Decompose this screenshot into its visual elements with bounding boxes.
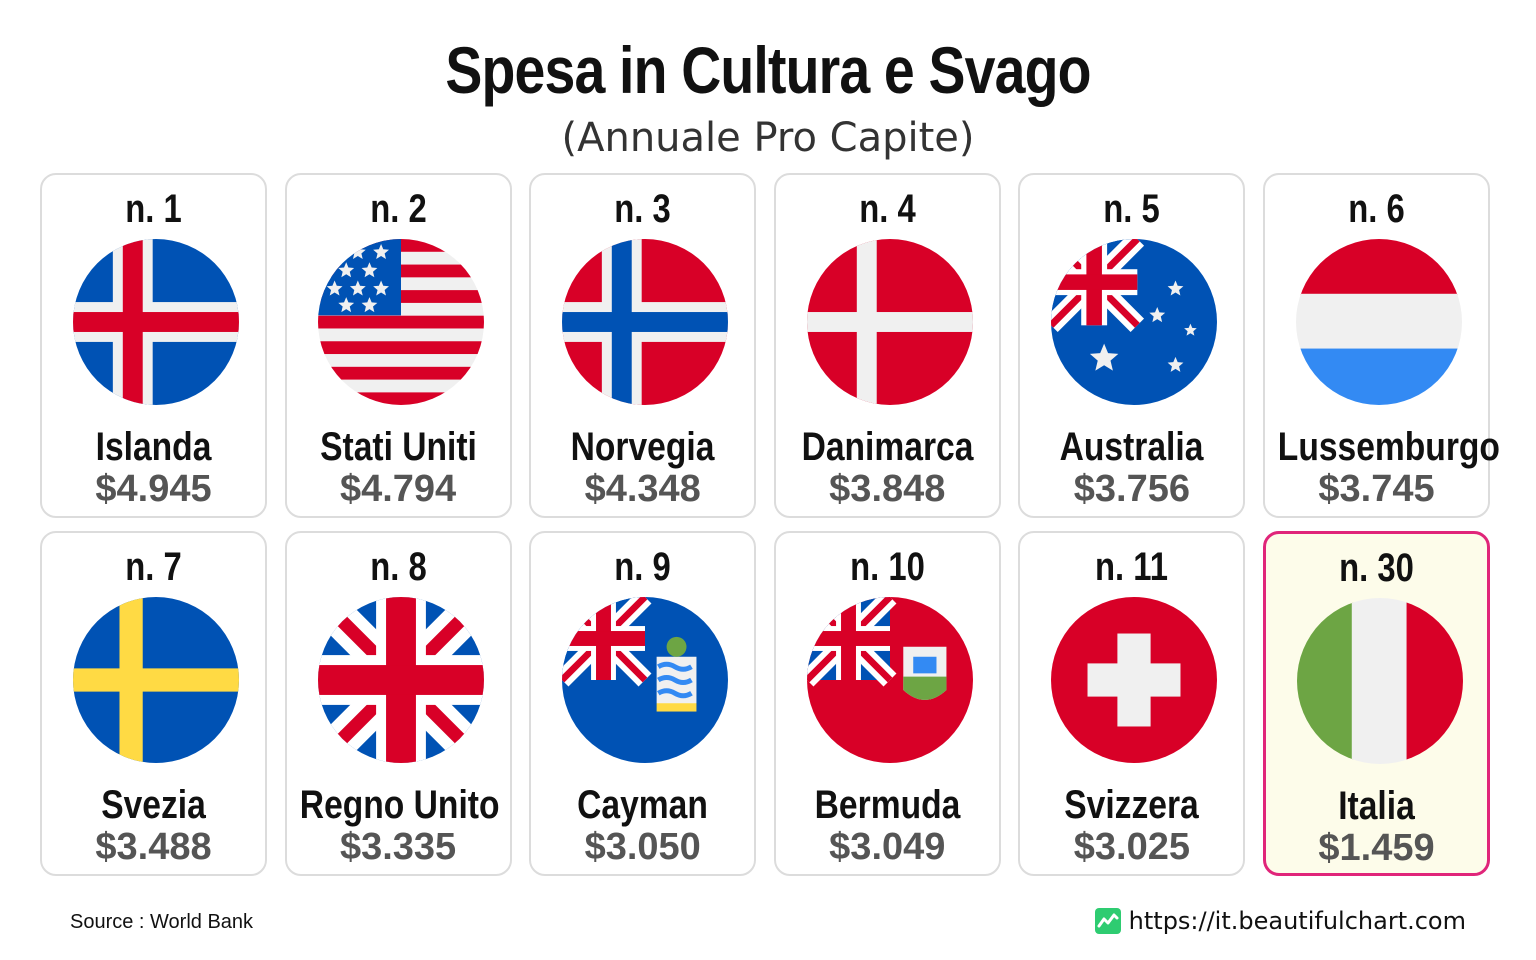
spending-value: $3.756 [1073, 468, 1190, 510]
spending-value: $4.945 [95, 468, 212, 510]
country-card: n. 4 Danimarca $3.848 [773, 173, 1001, 518]
spending-value: $3.335 [339, 826, 457, 868]
chart-subtitle: (Annuale Pro Capite) [561, 115, 975, 161]
rank-label: n. 30 [1339, 546, 1414, 590]
country-card: n. 1 Islanda $4.945 [40, 173, 267, 518]
norway-flag-icon [562, 239, 729, 405]
country-name: Stati Uniti [319, 425, 477, 469]
country-card: n. 11 Svizzera $3.025 [1018, 531, 1246, 876]
spending-value: $1.459 [1318, 827, 1435, 869]
italy-flag-icon [1297, 598, 1463, 764]
country-card: n. 8 Regno Unito $3.335 [284, 531, 512, 876]
rank-label: n. 10 [849, 545, 925, 589]
sweden-flag-icon [73, 597, 239, 763]
rank-label: n. 8 [369, 545, 427, 589]
chart-title: Spesa in Cultura e Svago [445, 33, 1091, 107]
rank-label: n. 6 [1348, 187, 1405, 231]
rank-label: n. 3 [614, 187, 671, 231]
country-card: n. 2 Stati Uniti $4.794 [284, 173, 512, 518]
country-card: n. 7 Svezia $3.488 [40, 531, 267, 876]
country-name: Svizzera [1064, 783, 1200, 827]
rank-label: n. 2 [369, 187, 427, 231]
country-card: n. 30 Italia $1.459 [1263, 531, 1490, 876]
denmark-flag-icon [806, 239, 973, 405]
switzerland-flag-icon [1051, 597, 1218, 763]
country-name: Norvegia [570, 425, 715, 469]
country-name: Lussemburgo [1277, 425, 1500, 469]
spending-value: $3.848 [829, 468, 946, 510]
country-name: Regno Unito [299, 783, 500, 827]
chart-logo-icon [1094, 908, 1121, 934]
luxembourg-flag-icon [1296, 239, 1462, 405]
brand-url: https://it.beautifulchart.com [1128, 907, 1466, 935]
country-card: n. 3 Norvegia $4.348 [529, 173, 757, 518]
country-name: Italia [1338, 784, 1415, 828]
rank-label: n. 1 [125, 187, 182, 231]
brand-link[interactable]: https://it.beautifulchart.com [1094, 906, 1466, 936]
country-name: Danimarca [801, 425, 974, 469]
country-card-grid: n. 1 Islanda $4.945 n. 2 Stati Uniti $4.794 n.… [40, 173, 1500, 879]
spending-value: $3.050 [584, 826, 701, 868]
spending-value: $4.348 [584, 468, 701, 510]
spending-value: $3.488 [95, 826, 212, 868]
rank-label: n. 4 [859, 187, 916, 231]
spending-value: $4.794 [339, 468, 457, 510]
spending-value: $3.745 [1318, 468, 1435, 510]
spending-value: $3.025 [1073, 826, 1190, 868]
spending-value: $3.049 [829, 826, 946, 868]
country-card: n. 5 Australia $3.756 [1018, 173, 1246, 518]
bermuda-flag-icon [806, 597, 973, 763]
country-name: Svezia [101, 783, 206, 827]
rank-label: n. 7 [125, 545, 182, 589]
country-name: Bermuda [814, 783, 961, 827]
country-name: Cayman [577, 783, 709, 827]
country-card: n. 6 Lussemburgo $3.745 [1263, 173, 1500, 518]
rank-label: n. 5 [1103, 187, 1161, 231]
country-name: Islanda [95, 425, 212, 469]
country-card: n. 9 Cayman $3.050 [529, 531, 757, 876]
rank-label: n. 9 [614, 545, 671, 589]
iceland-flag-icon [73, 239, 239, 405]
rank-label: n. 11 [1095, 545, 1169, 589]
country-card: n. 10 Bermuda $3.049 [773, 531, 1001, 876]
country-name: Australia [1059, 425, 1204, 469]
source-note: Source : World Bank [70, 911, 254, 933]
australia-flag-icon [1051, 239, 1218, 405]
usa-flag-icon [317, 239, 484, 405]
cayman-flag-icon [562, 597, 729, 763]
uk-flag-icon [317, 597, 484, 763]
